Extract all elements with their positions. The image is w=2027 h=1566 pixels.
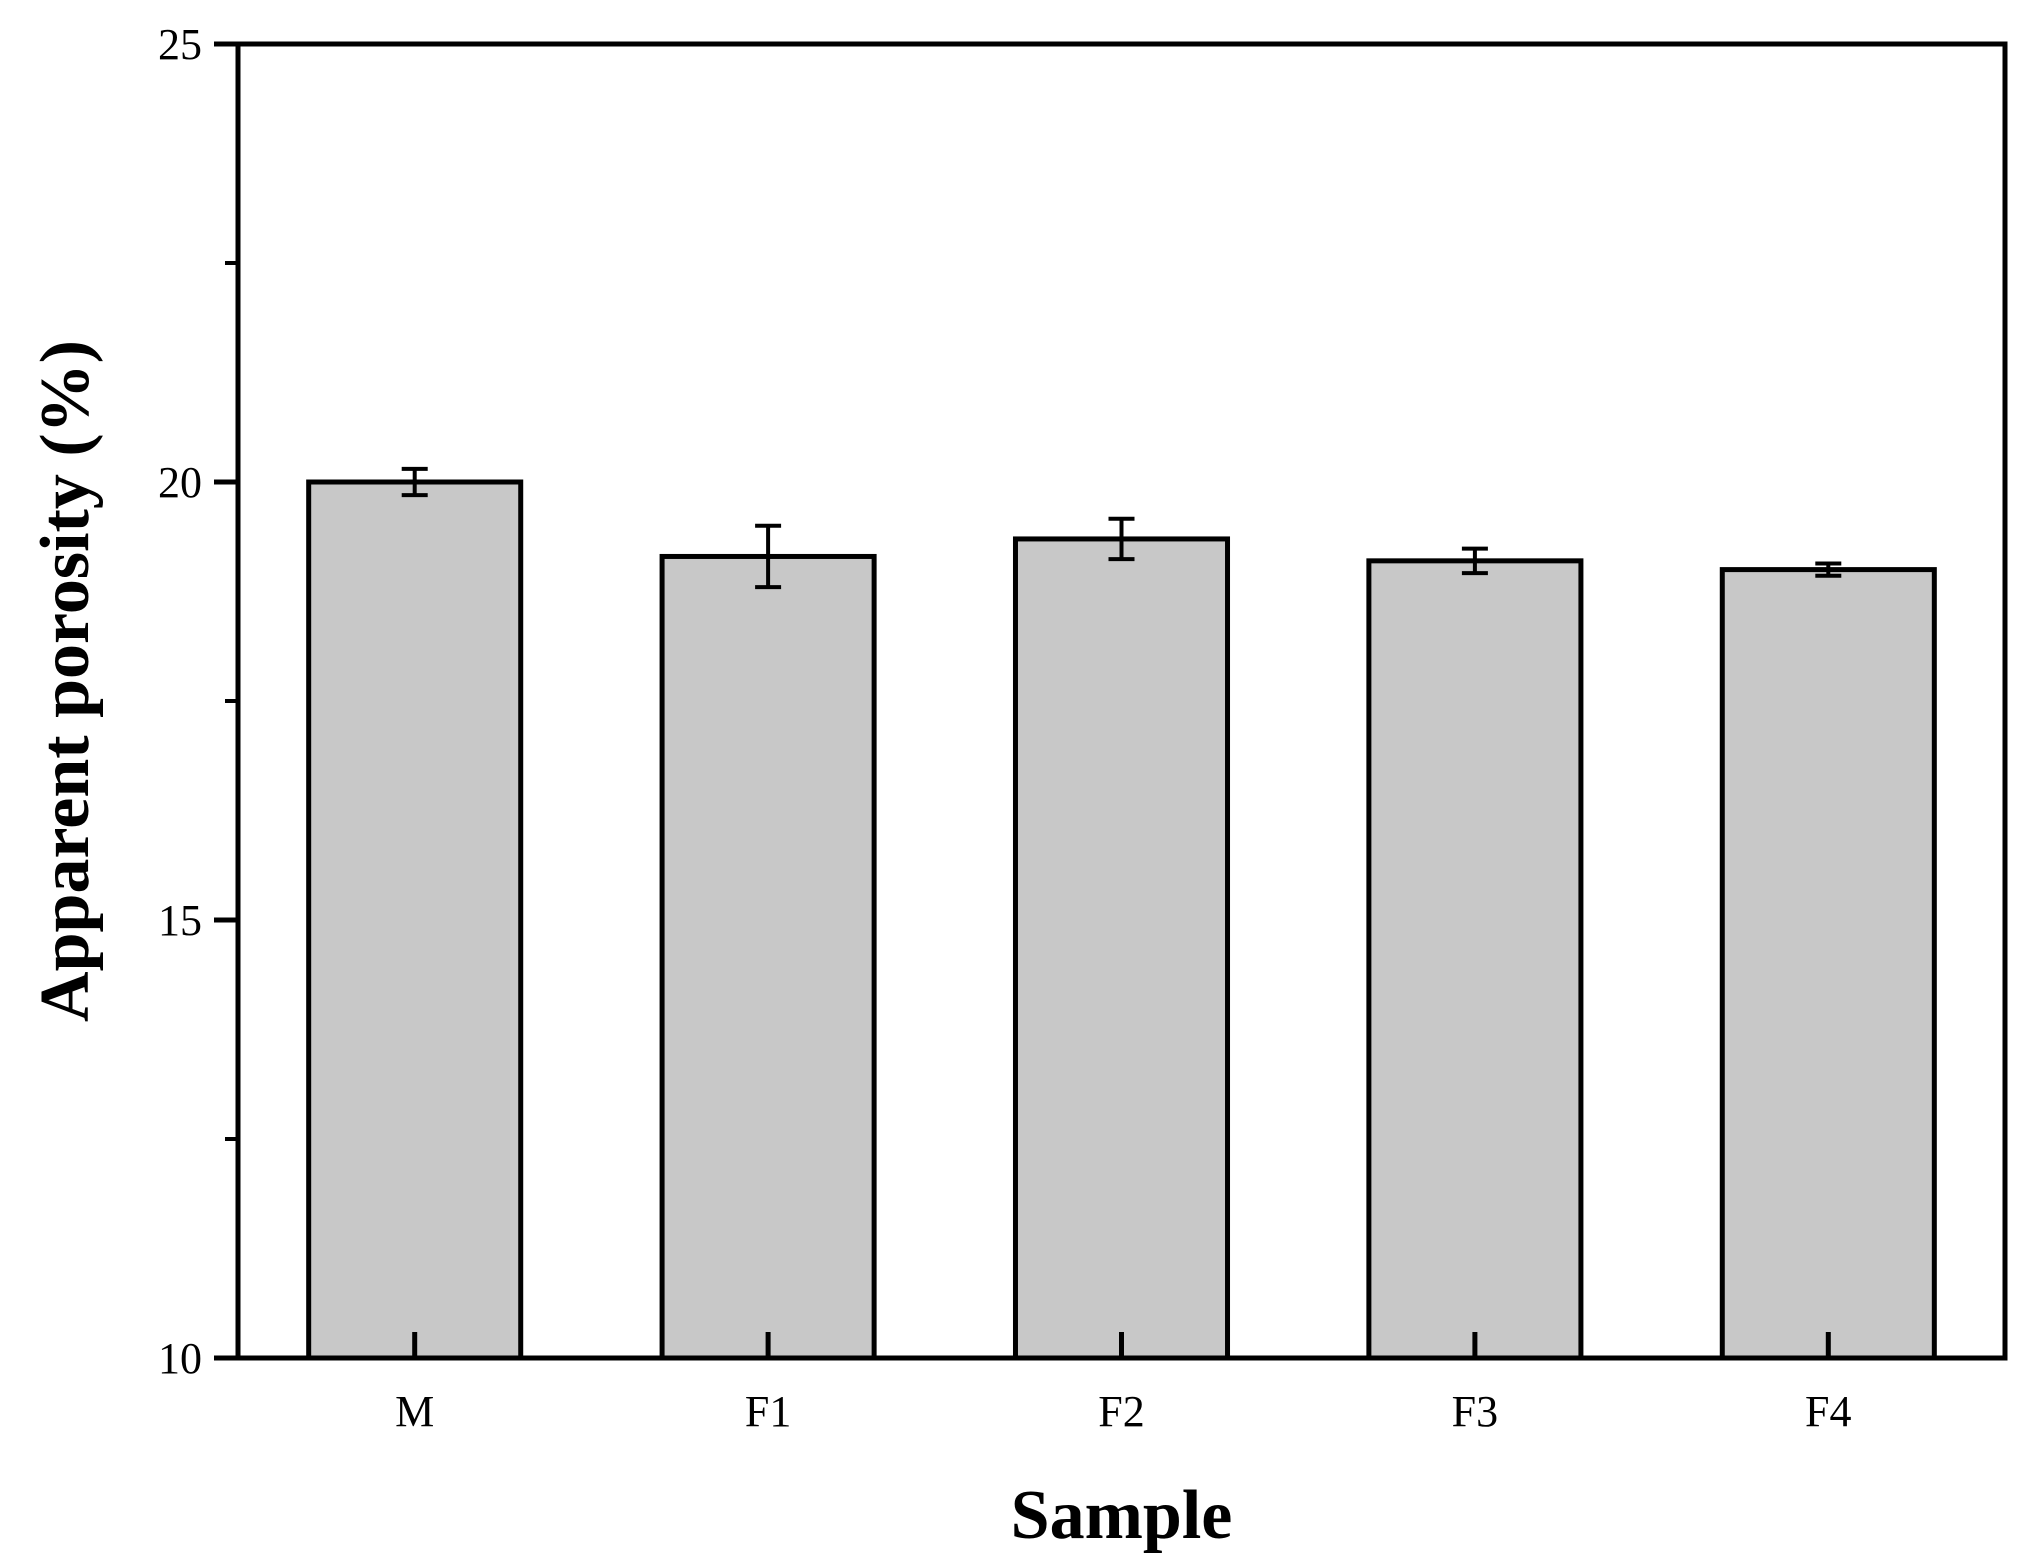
error-bar-F1 (755, 523, 782, 590)
bar-F3 (1366, 558, 1584, 1361)
ticks-layer (214, 41, 1831, 1361)
y-tick-label-25: 25 (158, 20, 202, 69)
labels-layer: M F1 F2 F3 F4 10 15 20 25 (158, 20, 1852, 1436)
x-tick-label-F4: F4 (1805, 1387, 1851, 1436)
x-tick-label-F1: F1 (745, 1387, 791, 1436)
bar-F1 (659, 553, 877, 1361)
error-bar-F4 (1815, 561, 1842, 578)
bars-layer (306, 479, 1937, 1361)
bar-M (306, 479, 524, 1361)
y-axis-title: Apparent porosity (%) (27, 340, 104, 1022)
error-bar-F2 (1108, 516, 1135, 562)
error-bars-layer (401, 466, 1842, 590)
bar-F4 (1719, 567, 1937, 1361)
x-tick-label-M: M (395, 1387, 434, 1436)
y-tick-label-10: 10 (158, 1334, 202, 1383)
error-bar-F3 (1461, 546, 1488, 576)
y-tick-label-20: 20 (158, 458, 202, 507)
x-tick-label-F2: F2 (1098, 1387, 1144, 1436)
x-axis-title: Sample (1011, 1477, 1233, 1554)
bar-F2 (1012, 536, 1231, 1361)
y-tick-label-15: 15 (158, 896, 202, 945)
x-tick-label-F3: F3 (1452, 1387, 1498, 1436)
error-bar-M (401, 466, 428, 498)
